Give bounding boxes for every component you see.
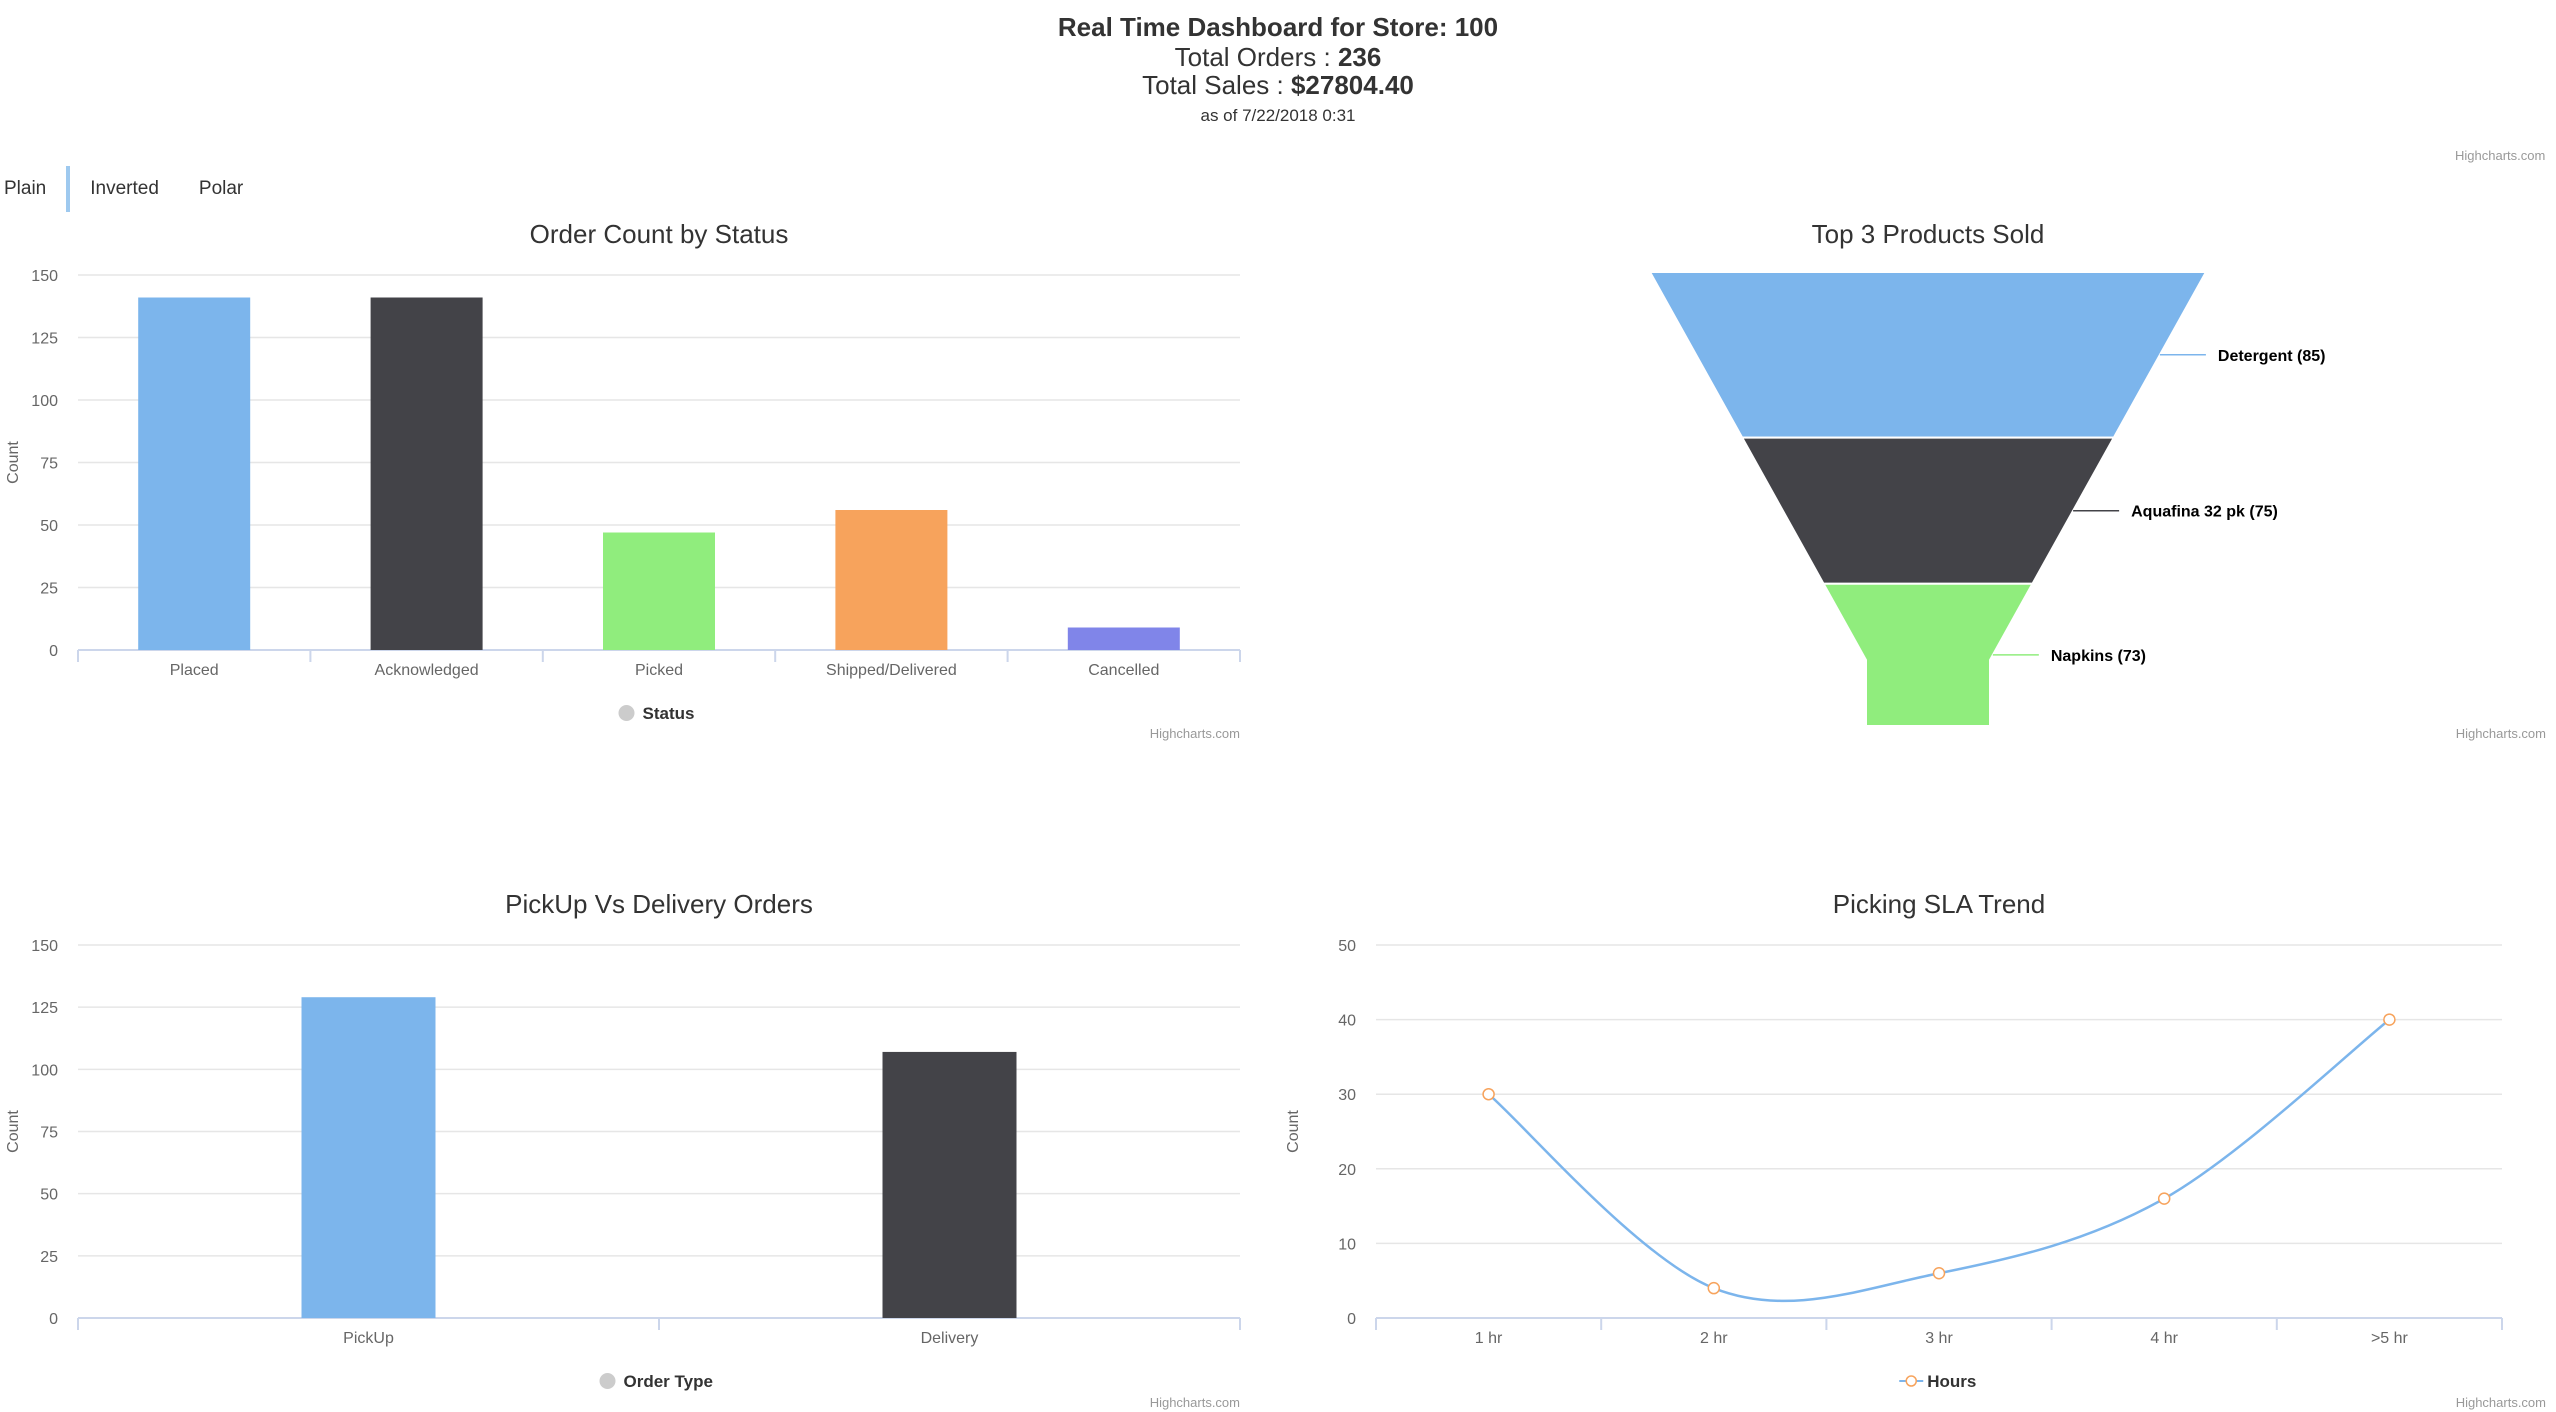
order-count-chart: Order Count by Status 0 25 50 75 100 125 150 Cou… (0, 210, 1250, 750)
y-tick-label: 50 (40, 518, 58, 535)
dashboard-title: Real Time Dashboard for Store: 100 (1057, 12, 1499, 42)
highcharts-credit[interactable]: Highcharts.com (1150, 1395, 1240, 1410)
data-point-2[interactable] (1932, 1266, 1946, 1280)
pickup-delivery-chart-svg: PickUp Vs Delivery Orders 0 25 50 75 100 125 15… (5, 889, 1241, 1410)
total-orders-label: Total Orders : (1174, 42, 1338, 72)
legend-item[interactable]: Hours (1899, 1372, 1976, 1391)
y-tick-label: 50 (40, 1187, 58, 1204)
total-orders-value: 236 (1337, 42, 1382, 72)
legend-label: Status (643, 704, 695, 723)
y-tick-label: 0 (49, 1311, 58, 1328)
chart-view-tabs: Plain Inverted Polar (0, 166, 263, 212)
x-tick-label: 2 hr (1700, 1330, 1728, 1347)
bar-pickup[interactable] (301, 997, 436, 1318)
y-axis-label: Count (1285, 1110, 1302, 1153)
pickup-delivery-chart: PickUp Vs Delivery Orders 0 25 50 75 100 125 15… (0, 880, 1250, 1412)
total-orders: Total Orders : 236 (0, 42, 2556, 73)
x-tick-label: Acknowledged (375, 662, 479, 679)
total-sales-label: Total Sales : (1142, 70, 1291, 100)
chart-title: Picking SLA Trend (1833, 889, 2045, 919)
highcharts-credit-header[interactable]: Highcharts.com (2455, 148, 2546, 163)
y-tick-label: 150 (31, 268, 58, 285)
bar-cancelled[interactable] (1067, 627, 1180, 651)
y-tick-label: 0 (49, 643, 58, 660)
bar-shipped-delivered[interactable] (835, 510, 948, 650)
y-tick-label: 20 (1338, 1162, 1356, 1179)
x-tick-label: 4 hr (2150, 1330, 2178, 1347)
highcharts-credit[interactable]: Highcharts.com (2456, 726, 2546, 741)
x-tick-label: Shipped/Delivered (826, 662, 957, 679)
x-tick-label: 1 hr (1475, 1330, 1503, 1347)
funnel-label: Aquafina 32 pk (75) (2131, 504, 2278, 521)
x-tick-label: Delivery (921, 1330, 979, 1347)
tab-inverted[interactable]: Inverted (90, 178, 159, 199)
x-tick-label: 3 hr (1925, 1330, 1953, 1347)
chart-title: Top 3 Products Sold (1812, 219, 2045, 249)
x-tick-label: Picked (635, 662, 683, 679)
legend-item[interactable]: Status (618, 704, 695, 723)
x-tick-label: Cancelled (1088, 662, 1159, 679)
chart-title: Order Count by Status (530, 219, 789, 249)
as-of-timestamp: as of 7/22/2018 0:31 (1200, 106, 1356, 125)
picking-sla-chart-svg: Picking SLA Trend 0 10 20 30 40 50 Count 1 hr 2 h… (1285, 889, 2546, 1410)
y-axis-label: Count (5, 1110, 22, 1153)
y-tick-label: 30 (1338, 1087, 1356, 1104)
y-tick-label: 125 (31, 331, 58, 348)
legend-label: Order Type (624, 1372, 713, 1391)
bar-picked[interactable] (603, 532, 715, 651)
funnel-segment-1[interactable] (1740, 436, 2116, 585)
x-tick-label: >5 hr (2371, 1330, 2409, 1347)
y-tick-label: 150 (31, 938, 58, 955)
series-line[interactable] (1487, 1018, 2391, 1303)
picking-sla-chart: Picking SLA Trend 0 10 20 30 40 50 Count 1 hr 2 h… (1280, 880, 2556, 1412)
y-tick-label: 10 (1338, 1236, 1356, 1253)
legend-symbol (599, 1373, 616, 1389)
funnel-segment-2[interactable] (1821, 582, 2035, 727)
y-tick-label: 25 (40, 581, 58, 598)
tab-polar[interactable]: Polar (198, 178, 244, 199)
y-tick-label: 100 (31, 393, 58, 410)
bar-delivery[interactable] (882, 1051, 1017, 1318)
x-tick-label: PickUp (343, 1330, 394, 1347)
legend-label: Hours (1927, 1372, 1976, 1391)
funnel-label: Detergent (85) (2218, 348, 2326, 365)
funnel-segment-0[interactable] (1648, 271, 2208, 439)
total-sales: Total Sales : $27804.40 (0, 70, 2556, 101)
data-point-0[interactable] (1482, 1087, 1495, 1101)
y-tick-label: 100 (31, 1062, 58, 1079)
data-point-3[interactable] (2157, 1192, 2171, 1205)
y-tick-label: 75 (40, 456, 58, 473)
top-products-chart-svg: Top 3 Products Sold Detergent (85) Aquafin… (1648, 219, 2546, 741)
y-tick-label: 50 (1338, 938, 1356, 955)
y-tick-label: 0 (1347, 1311, 1356, 1328)
bar-placed[interactable] (138, 297, 251, 651)
data-point-1[interactable] (1707, 1281, 1721, 1295)
funnel-label: Napkins (73) (2051, 648, 2146, 665)
chart-title: PickUp Vs Delivery Orders (505, 889, 813, 919)
order-count-chart-svg: Order Count by Status 0 25 50 75 100 125 150 Cou… (5, 219, 1241, 741)
y-tick-label: 40 (1338, 1013, 1356, 1030)
x-tick-label: Placed (170, 662, 219, 679)
total-sales-value: $27804.40 (1290, 70, 1414, 100)
y-tick-label: 125 (31, 1000, 58, 1017)
y-tick-label: 25 (40, 1249, 58, 1266)
highcharts-credit[interactable]: Highcharts.com (1150, 726, 1240, 741)
bar-acknowledged[interactable] (370, 297, 483, 651)
legend-symbol (1905, 1375, 1917, 1387)
tab-plain[interactable]: Plain (0, 166, 71, 212)
y-axis-label: Count (5, 441, 22, 484)
legend-item[interactable]: Order Type (599, 1372, 713, 1391)
highcharts-credit[interactable]: Highcharts.com (2456, 1395, 2546, 1410)
data-point-4[interactable] (2383, 1013, 2396, 1026)
legend-symbol (618, 705, 635, 721)
y-tick-label: 75 (40, 1125, 58, 1142)
top-products-chart: Top 3 Products Sold Detergent (85) Aquafin… (1280, 210, 2556, 750)
